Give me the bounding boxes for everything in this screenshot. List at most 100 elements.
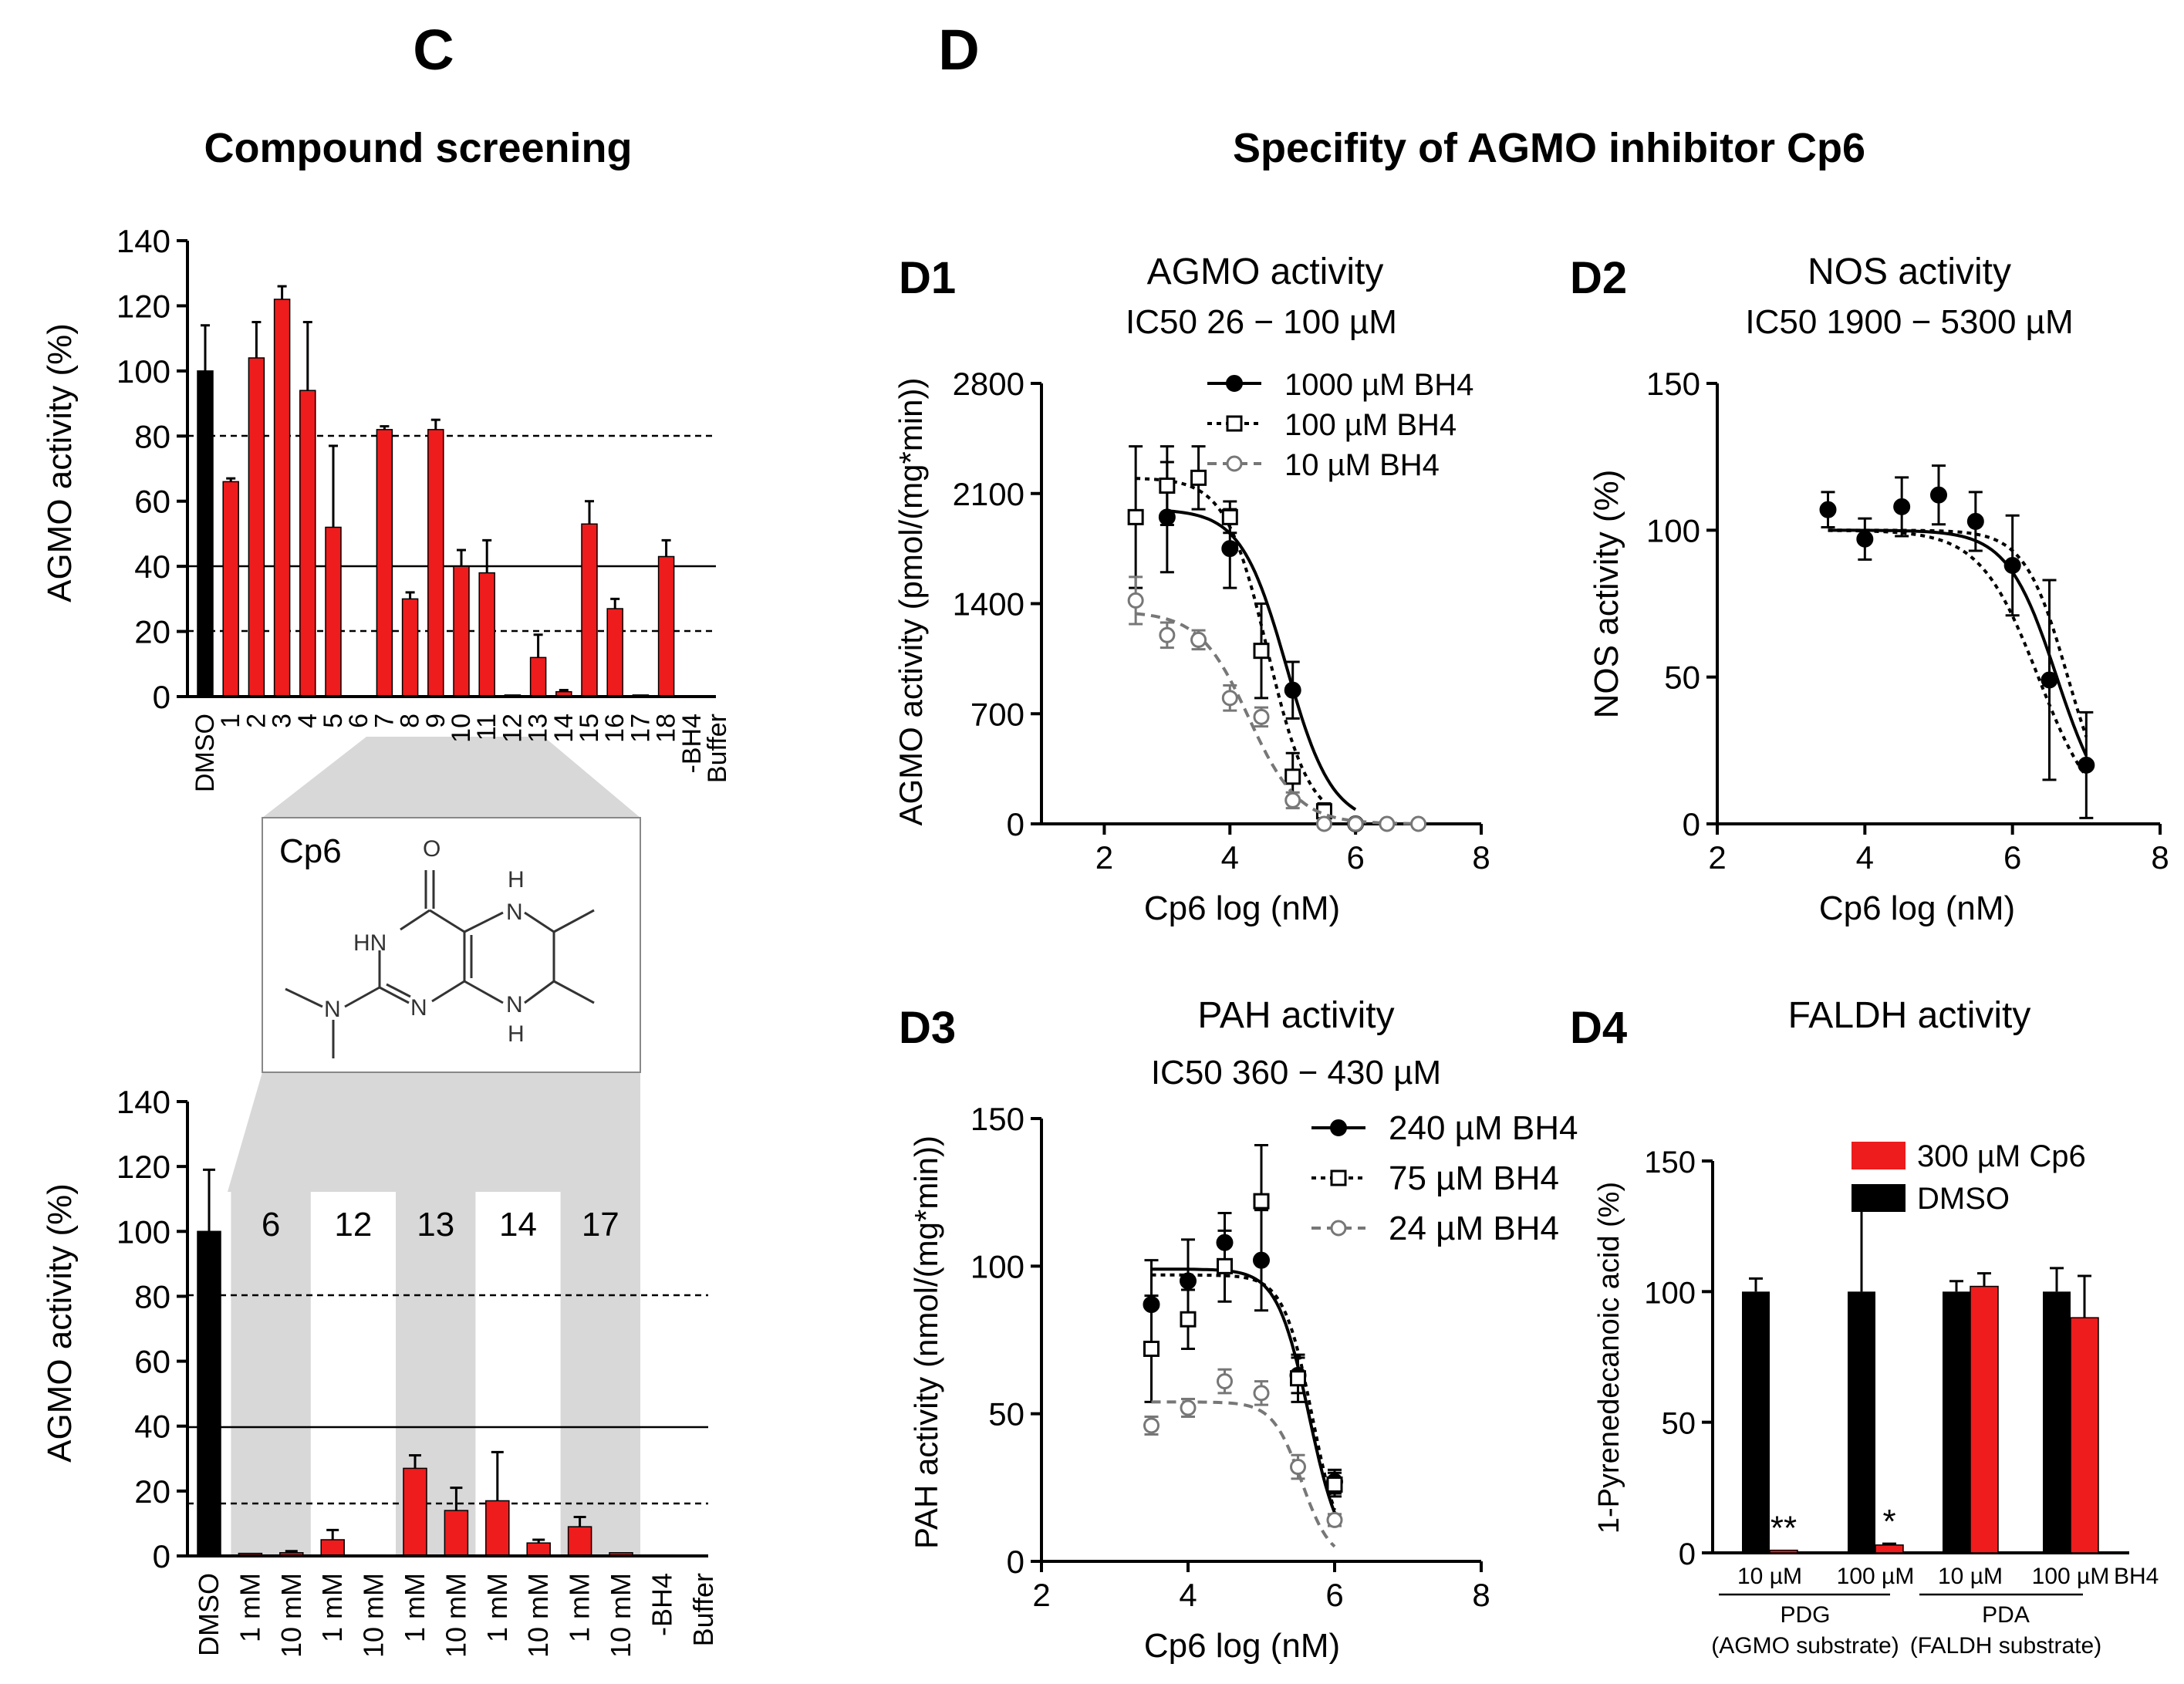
panel-label: D1	[899, 253, 956, 303]
atom-label: H	[508, 1021, 525, 1047]
bar-dmso	[1848, 1291, 1875, 1553]
x-tick-label: 13	[524, 714, 553, 743]
x-tick-label: 1 mM	[316, 1573, 348, 1642]
y-tick-label: 120	[116, 1149, 170, 1185]
y-tick-label: 1400	[953, 586, 1024, 623]
data-point	[1226, 375, 1243, 392]
x-tick-label: 2	[1708, 839, 1726, 876]
legend-label: 240 µM BH4	[1389, 1109, 1578, 1147]
bar-cp6	[1769, 1549, 1798, 1554]
bar	[657, 555, 675, 697]
y-tick-label: 80	[134, 1278, 170, 1314]
atom-label: H	[508, 867, 525, 893]
fit-curve	[1828, 528, 2088, 737]
x-tick-label: 7	[370, 714, 399, 728]
x-axis-label: Cp6 log (nM)	[1144, 1627, 1340, 1665]
chart-c-top: AGMO activity (%) 0 20 40 60 80 100 120 140 DMS…	[41, 223, 732, 792]
significance-label: **	[1770, 1510, 1797, 1547]
chart-c-bottom: AGMO activity (%) 0 20 40 60 80 100 120 140 6 12…	[41, 1084, 719, 1658]
x-tick-label: 12	[498, 714, 527, 743]
x-tick-label: 10 mM	[605, 1573, 636, 1658]
legend-label: 24 µM BH4	[1389, 1210, 1559, 1247]
atom-label: N	[410, 995, 427, 1021]
x-tick-label: 1 mM	[564, 1573, 596, 1642]
x-tick-label: 18	[652, 714, 681, 743]
y-tick-label: 150	[1646, 366, 1700, 402]
data-point	[1226, 415, 1243, 432]
x-tick-label: 10 mM	[440, 1573, 471, 1658]
panel-c-title: Compound screening	[204, 125, 632, 171]
data-point	[1143, 1417, 1160, 1434]
bar	[197, 1230, 221, 1557]
data-point	[1284, 681, 1301, 699]
y-tick-label: 150	[970, 1101, 1024, 1137]
x-tick-label: 3	[268, 714, 297, 728]
x-tick-label: 4	[1221, 839, 1239, 876]
y-tick-label: 0	[1007, 1544, 1024, 1580]
y-tick-label: 0	[153, 679, 170, 715]
x-tick-label: 6	[344, 714, 373, 728]
compound-structure-box	[262, 817, 641, 1073]
data-point	[1326, 1476, 1343, 1493]
bar	[567, 1526, 592, 1557]
bar	[197, 370, 214, 697]
data-point	[1315, 815, 1332, 832]
x-tick-label: 4	[1179, 1577, 1197, 1613]
x-tick-label: 8	[396, 714, 425, 728]
bar	[427, 429, 444, 697]
bar	[222, 481, 239, 697]
data-point	[1284, 768, 1301, 785]
x-tick-label: 10 mM	[522, 1573, 554, 1658]
y-tick-label: 2100	[953, 476, 1024, 512]
x-tick-label: -BH4	[677, 714, 707, 773]
panel-label: D2	[1570, 253, 1627, 303]
data-point	[1217, 1257, 1233, 1274]
data-point	[1253, 1385, 1270, 1402]
y-tick-label: 100	[1646, 512, 1700, 548]
fit-curve	[1151, 1400, 1336, 1548]
zoom-callout-bottom	[228, 1072, 640, 1192]
bar-cp6	[2070, 1317, 2099, 1554]
x-tick-label: 8	[1472, 1577, 1490, 1613]
x-tick-label: 6	[1325, 1577, 1343, 1613]
y-tick-label: 40	[134, 1409, 170, 1445]
chart-title: FALDH activity	[1788, 995, 2031, 1036]
x-tick-label: 9	[421, 714, 451, 728]
x-axis-label: Cp6 log (nM)	[1144, 889, 1340, 927]
chart-subtitle: IC50 1900 − 5300 µM	[1745, 303, 2073, 341]
x-tick-label: 10 mM	[358, 1573, 390, 1658]
legend-label: 1000 µM BH4	[1284, 368, 1473, 402]
x-tick-label: 10 µM	[1737, 1564, 1802, 1589]
group-label: 6	[262, 1206, 280, 1244]
bar	[478, 572, 495, 697]
y-tick-label: 150	[1644, 1146, 1696, 1179]
chart-title: PAH activity	[1197, 995, 1394, 1036]
x-tick-label: 4	[1856, 839, 1874, 876]
data-point	[1290, 1459, 1306, 1476]
data-point	[1856, 530, 1874, 548]
y-tick-label: 100	[116, 353, 170, 390]
substrate-desc: (AGMO substrate)	[1711, 1633, 1899, 1659]
x-tick-label: 1	[216, 714, 245, 728]
fit-curve	[1828, 528, 2088, 757]
bar-dmso	[1742, 1291, 1770, 1553]
data-point	[1819, 501, 1837, 518]
bar	[581, 523, 598, 697]
data-point	[1284, 791, 1301, 808]
y-tick-label: 140	[116, 1084, 170, 1120]
y-tick-label: 120	[116, 288, 170, 324]
y-tick-label: 0	[1007, 806, 1024, 842]
chart-subtitle: IC50 26 − 100 µM	[1126, 303, 1397, 341]
x-tick-label: 17	[626, 714, 655, 743]
shaded-group	[560, 1192, 640, 1556]
y-axis-label: PAH activity (nmol/(mg*min))	[908, 1136, 944, 1549]
fit-curve	[1151, 1267, 1336, 1514]
substrate-name: PDA	[1982, 1602, 2030, 1628]
data-point	[2078, 756, 2095, 774]
x-tick-label: 6	[1346, 839, 1364, 876]
data-point	[1127, 592, 1144, 609]
data-point	[1347, 815, 1364, 832]
data-point	[1190, 469, 1207, 486]
y-tick-label: 20	[134, 614, 170, 650]
